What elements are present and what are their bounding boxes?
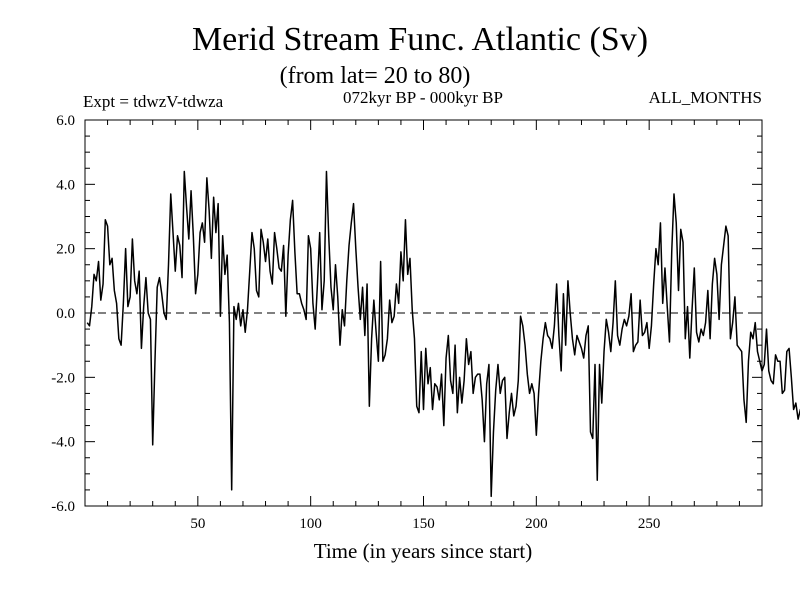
x-tick-label: 100 [299, 516, 322, 532]
x-tick-label: 250 [638, 516, 661, 532]
chart-title: Merid Stream Func. Atlantic (Sv) [192, 21, 648, 58]
time-range-label: 072kyr BP - 000kyr BP [343, 88, 503, 107]
y-tick-label: -2.0 [51, 370, 75, 386]
y-tick-label: -6.0 [51, 499, 75, 515]
y-tick-label: 0.0 [56, 306, 75, 322]
x-tick-labels: 50 100 150 200 250 [190, 516, 660, 532]
x-tick-label: 200 [525, 516, 548, 532]
x-axis-label: Time (in years since start) [314, 539, 533, 563]
data-series-line [86, 170, 800, 498]
y-tick-label: 6.0 [56, 113, 75, 129]
y-tick-label: -4.0 [51, 435, 75, 451]
experiment-label: Expt = tdwzV-tdwza [83, 92, 224, 111]
y-tick-label: 2.0 [56, 242, 75, 258]
months-label: ALL_MONTHS [649, 88, 762, 107]
y-tick-label: 4.0 [56, 177, 75, 193]
x-tick-label: 150 [412, 516, 435, 532]
axis-ticks [85, 119, 762, 507]
chart-subtitle: (from lat= 20 to 80) [280, 63, 471, 89]
y-tick-labels: -6.0 -4.0 -2.0 0.0 2.0 4.0 6.0 [51, 113, 75, 515]
x-tick-label: 50 [190, 516, 205, 532]
